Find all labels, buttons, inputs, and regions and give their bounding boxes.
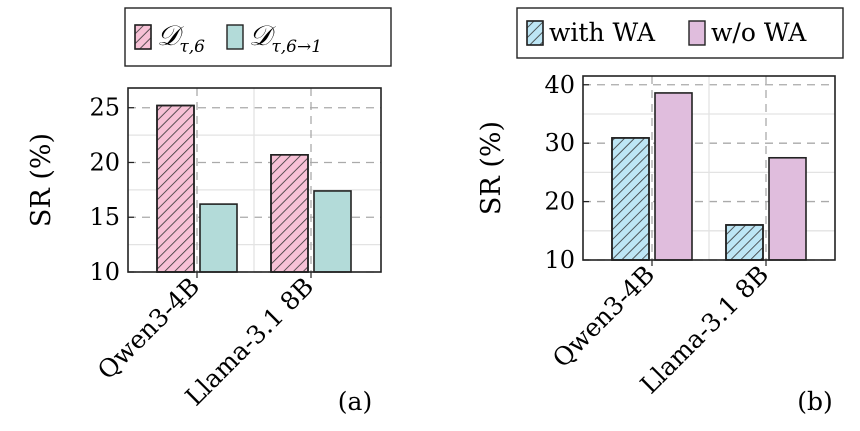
y-axis-label: SR (%): [26, 133, 57, 227]
panel-label: (b): [797, 387, 833, 416]
bar-hatch: [725, 224, 764, 261]
legend-swatch: [226, 24, 244, 50]
bar-hatch: [156, 104, 195, 273]
legend: 𝒟τ,6 𝒟τ,6→1: [124, 7, 392, 67]
y-tick-label: 40: [544, 71, 575, 99]
legend: with WA w/o WA: [516, 7, 844, 59]
legend-subscript: τ,6: [179, 37, 205, 57]
legend-label: with WA: [549, 18, 656, 47]
y-tick-label: 25: [89, 94, 120, 122]
y-tick-label: 20: [89, 148, 120, 176]
legend-swatch-hatch: [134, 24, 152, 50]
legend-frame: [124, 7, 392, 67]
x-tick-label: Qwen3-4B: [92, 272, 205, 385]
plot-frame: [582, 75, 836, 261]
bar-hatch: [611, 137, 650, 261]
y-tick-label: 15: [89, 203, 120, 231]
legend-label: w/o WA: [711, 18, 807, 47]
legend-subscript: τ,6→1: [271, 37, 322, 57]
y-tick-label: 10: [89, 258, 120, 286]
plot-frame: [127, 87, 382, 273]
legend-name: with WA: [549, 18, 656, 47]
bar: [654, 92, 693, 261]
legend-swatch: [688, 20, 706, 46]
legend-swatch-hatch: [526, 20, 544, 46]
x-tick-label: Qwen3-4B: [547, 260, 660, 373]
bar-hatch: [270, 154, 309, 273]
y-tick-label: 30: [544, 129, 575, 157]
bar: [199, 203, 238, 273]
y-tick-label: 20: [544, 188, 575, 216]
y-tick-label: 10: [544, 246, 575, 274]
y-axis-label: SR (%): [476, 121, 507, 215]
legend-frame: [516, 7, 844, 59]
legend-name: w/o WA: [711, 18, 807, 47]
bar: [313, 190, 352, 273]
panel-label: (a): [338, 387, 372, 416]
bar: [768, 156, 807, 261]
